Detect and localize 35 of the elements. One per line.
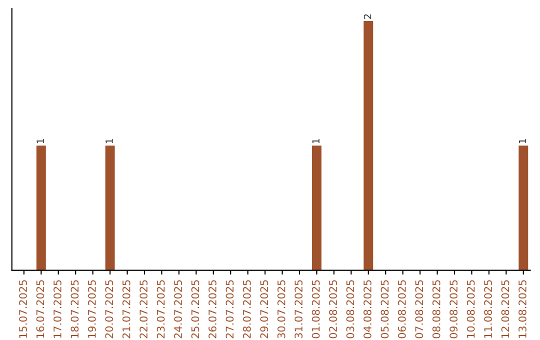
x-tick-label: 25.07.2025 <box>191 280 200 338</box>
x-tick-label: 08.08.2025 <box>432 280 440 338</box>
x-tick-label: 26.07.2025 <box>208 280 216 338</box>
data-label: 1 <box>106 138 113 144</box>
x-tick-label: 10.08.2025 <box>466 280 475 338</box>
x-tick-label: 15.07.2025 <box>19 280 27 338</box>
x-tick-label: 18.07.2025 <box>70 280 79 338</box>
data-label: 1 <box>36 138 44 144</box>
x-tick-label: 16.07.2025 <box>36 280 44 338</box>
x-tick-label: 11.08.2025 <box>484 280 492 338</box>
x-tick-label: 01.08.2025 <box>312 280 320 338</box>
x-tick-label: 22.07.2025 <box>140 280 148 338</box>
x-tick-label: 20.07.2025 <box>105 280 114 338</box>
x-tick-label: 23.07.2025 <box>156 280 165 338</box>
x-tick-label: 30.07.2025 <box>277 280 286 338</box>
x-tick-label: 24.07.2025 <box>174 280 182 338</box>
x-tick-label: 09.08.2025 <box>450 280 458 338</box>
data-label: 1 <box>518 138 526 144</box>
x-tick-label: 12.08.2025 <box>501 280 510 338</box>
x-tick-label: 06.08.2025 <box>398 280 406 338</box>
x-tick-label: 07.08.2025 <box>415 280 424 338</box>
data-label: 2 <box>364 14 372 19</box>
x-tick-label: 17.07.2025 <box>54 280 62 338</box>
x-tick-label: 03.08.2025 <box>346 280 354 338</box>
x-tick-label: 19.07.2025 <box>88 280 96 338</box>
x-tick-label: 29.07.2025 <box>260 280 268 338</box>
x-tick-label: 04.08.2025 <box>364 280 372 338</box>
x-tick-label: 27.07.2025 <box>226 280 234 338</box>
data-label: 1 <box>312 138 320 144</box>
x-tick-label: 13.08.2025 <box>518 280 526 338</box>
x-tick-label: 02.08.2025 <box>329 280 337 338</box>
x-tick-label: 21.07.2025 <box>122 280 130 338</box>
x-tick-label: 05.08.2025 <box>380 280 389 338</box>
x-tick-label: 28.07.2025 <box>242 280 251 338</box>
x-tick-label: 31.07.2025 <box>294 280 303 338</box>
